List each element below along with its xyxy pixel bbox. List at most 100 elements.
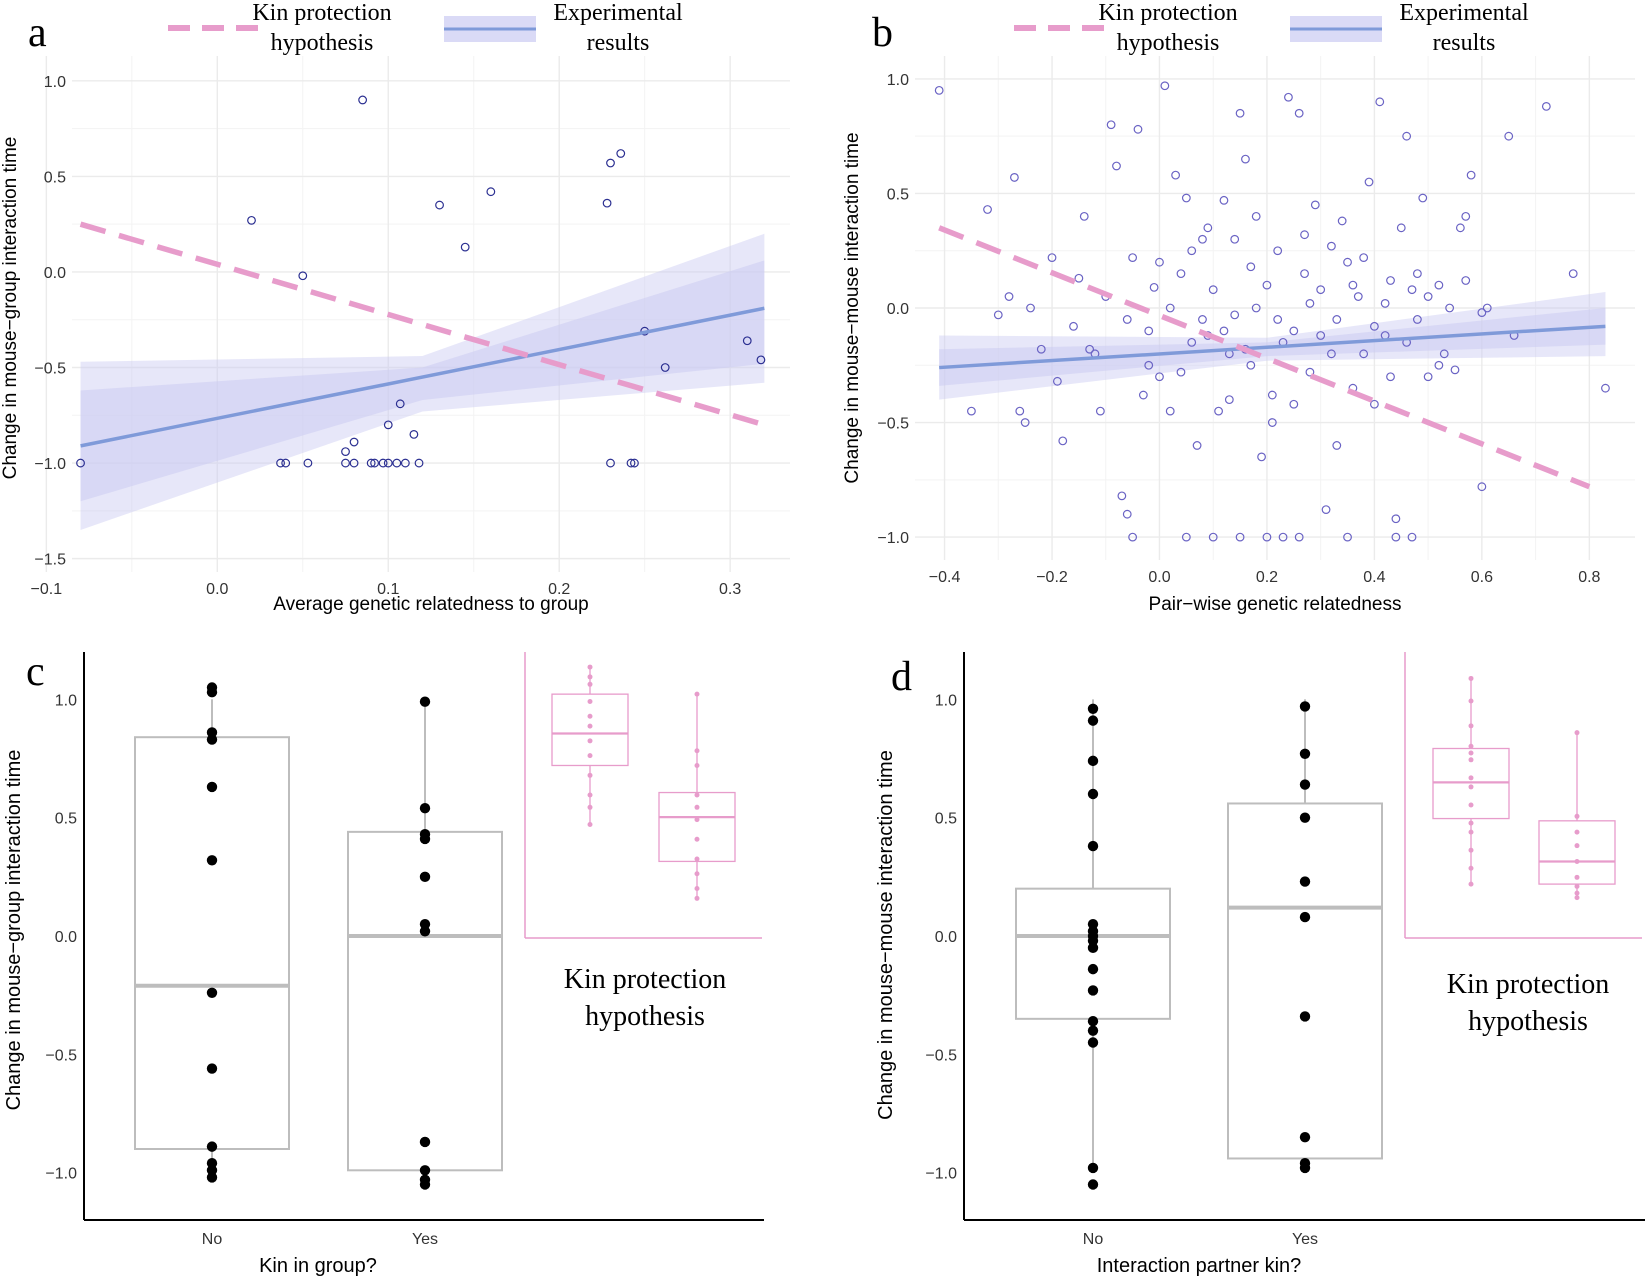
data-point	[1407, 532, 1417, 542]
panel-b-scatter: −0.4 −0.2 0.0 0.2 0.4 0.6 0.8 −1.0 −0.5 0.0 0.5 1.0…	[842, 56, 1635, 615]
y-tick-label: 0.0	[55, 929, 77, 946]
x-axis-label: Average genetic relatedness to group	[273, 594, 588, 615]
data-point	[1219, 326, 1229, 336]
data-point	[1069, 321, 1078, 331]
data-point	[383, 420, 393, 430]
data-point	[206, 781, 218, 793]
data-point	[1187, 246, 1197, 256]
panel-letter-c: c	[26, 649, 45, 695]
y-axis-label: Change in mouse−mouse interaction time	[875, 750, 897, 1120]
data-point	[1235, 108, 1245, 118]
data-point	[1482, 303, 1492, 313]
data-point	[1087, 715, 1099, 726]
data-point	[660, 363, 670, 372]
y-tick-label: −1.0	[45, 1166, 77, 1183]
data-point	[1214, 406, 1223, 416]
data-point	[206, 734, 218, 745]
x-tick-label: Yes	[1292, 1231, 1318, 1248]
data-point	[1316, 331, 1326, 340]
data-point	[392, 458, 402, 468]
data-point	[1299, 701, 1311, 712]
data-point	[1171, 170, 1180, 180]
inset-data-point	[1574, 859, 1580, 864]
x-tick-label: No	[202, 1231, 223, 1248]
data-point	[1477, 482, 1487, 492]
y-tick-label: 1.0	[887, 72, 909, 89]
data-point	[1434, 280, 1444, 290]
data-point	[1391, 514, 1401, 524]
panel-a-scatter: −0.1 0.0 0.1 0.2 0.3 −1.5 −1.0 −0.5 0.0 0.5 1.0 Ave…	[0, 56, 790, 615]
y-tick-label: 0.0	[44, 265, 66, 282]
data-point	[1122, 509, 1132, 519]
inset-data-point	[694, 792, 700, 798]
inset-data-point	[1468, 820, 1474, 826]
data-point	[1332, 441, 1342, 450]
data-point	[1370, 399, 1379, 409]
data-point	[1246, 360, 1256, 370]
y-tick-label: −1.0	[925, 1166, 957, 1183]
inset-data-point	[1468, 829, 1474, 835]
data-point	[1020, 418, 1030, 427]
data-point	[1267, 390, 1277, 400]
y-tick-label: 0.0	[935, 929, 957, 946]
x-tick-label: No	[1083, 1231, 1104, 1248]
inset-data-point	[1574, 843, 1580, 849]
data-point	[1370, 321, 1379, 331]
data-point	[1310, 200, 1320, 210]
legend-kin-label-2: hypothesis	[1117, 30, 1220, 56]
y-tick-label: 0.5	[887, 186, 909, 203]
data-point	[1087, 1025, 1099, 1036]
inset-data-point	[587, 681, 593, 687]
y-axis-label: Change in mouse−group interaction time	[0, 137, 21, 480]
data-point	[1412, 315, 1422, 324]
data-point	[1224, 395, 1234, 405]
inset-data-point	[694, 762, 700, 768]
data-point	[1327, 349, 1336, 359]
data-point	[370, 458, 379, 468]
data-point	[630, 458, 639, 468]
data-point	[1198, 315, 1207, 324]
inset-data-point	[587, 753, 593, 759]
data-point	[1262, 532, 1272, 542]
legend-kin-label-2: hypothesis	[271, 30, 374, 56]
data-point	[1058, 436, 1068, 446]
data-point	[1343, 257, 1352, 267]
inset-data-point	[587, 792, 593, 798]
data-point	[1026, 303, 1035, 313]
y-axis-label: Change in mouse−mouse interaction time	[842, 132, 863, 483]
x-tick-label: 0.0	[206, 581, 228, 598]
data-point	[1079, 211, 1089, 221]
data-point	[1219, 195, 1229, 205]
data-point	[1112, 161, 1121, 171]
data-point	[1289, 326, 1299, 336]
data-point	[1305, 367, 1315, 377]
data-point	[1461, 276, 1471, 285]
data-point	[206, 855, 218, 866]
data-point	[341, 458, 350, 468]
inset-data-point	[694, 895, 700, 901]
x-tick-label: 0.3	[719, 581, 741, 598]
x-tick-label: −0.2	[1036, 569, 1068, 586]
box-iqr	[134, 736, 290, 1150]
y-tick-label: −1.0	[34, 456, 66, 473]
inset-data-point	[587, 713, 593, 719]
data-point	[206, 1141, 218, 1152]
inset-data-point	[1574, 883, 1580, 889]
inset-data-point	[1468, 757, 1474, 763]
data-point	[1273, 315, 1283, 324]
x-tick-label: 0.1	[377, 581, 399, 598]
inset-data-point	[587, 674, 593, 680]
data-point	[1235, 532, 1245, 542]
data-point	[756, 355, 766, 365]
legend-kin-label-1: Kin protection	[252, 0, 391, 26]
data-point	[486, 187, 496, 197]
data-point	[983, 205, 992, 214]
y-tick-label: 1.0	[44, 74, 66, 91]
y-tick-label: −0.5	[34, 361, 66, 378]
data-point	[1155, 372, 1164, 382]
data-point	[276, 458, 285, 468]
y-tick-label: 0.5	[935, 811, 957, 828]
inset-c-label-2: hypothesis	[585, 1001, 705, 1032]
data-point	[1434, 360, 1444, 370]
data-point	[1117, 491, 1127, 501]
